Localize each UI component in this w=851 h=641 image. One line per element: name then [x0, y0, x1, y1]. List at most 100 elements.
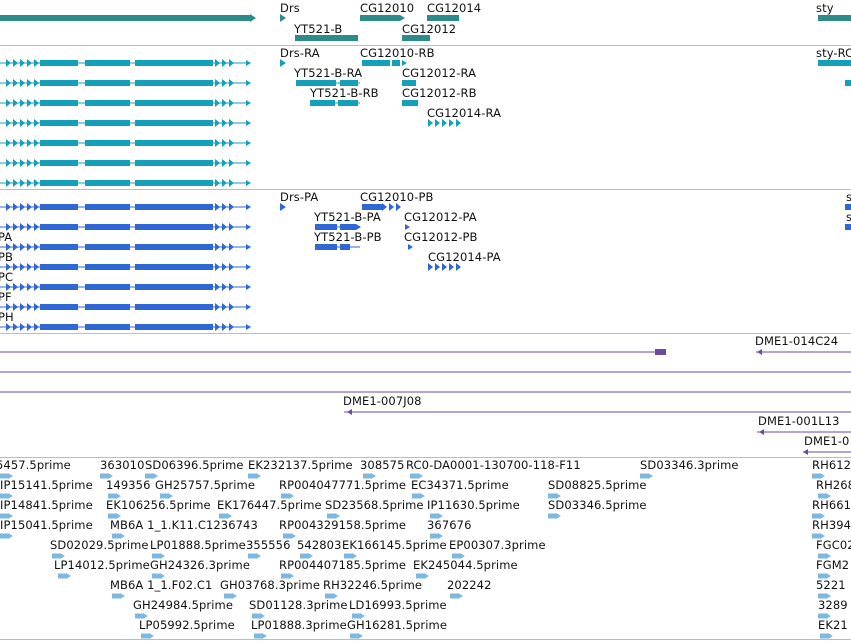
strand-chevron[interactable]: [396, 203, 401, 211]
est-glyph[interactable]: [0, 493, 8, 499]
strand-chevron[interactable]: [20, 223, 25, 231]
est-label[interactable]: SD03346.5prime: [548, 498, 647, 512]
exon-block[interactable]: [135, 180, 213, 186]
strand-arrow[interactable]: [246, 324, 251, 330]
strand-arrow[interactable]: [246, 264, 251, 270]
strand-chevron[interactable]: [20, 179, 25, 187]
est-glyph[interactable]: [120, 593, 125, 599]
strand-chevron[interactable]: [6, 59, 11, 67]
est-glyph[interactable]: [100, 473, 108, 479]
clone-glyph[interactable]: [757, 349, 762, 355]
est-glyph[interactable]: [358, 633, 363, 639]
est-label[interactable]: MB6A 1_1.F02.C1: [110, 578, 213, 592]
est-label[interactable]: FGM2: [816, 558, 850, 572]
est-glyph[interactable]: [818, 593, 826, 599]
strand-chevron[interactable]: [27, 159, 32, 167]
strand-chevron[interactable]: [20, 303, 25, 311]
est-glyph[interactable]: [820, 513, 825, 519]
est-glyph[interactable]: [141, 633, 149, 639]
exon-block[interactable]: [40, 180, 78, 186]
strand-chevron[interactable]: [13, 159, 18, 167]
exon-block[interactable]: [85, 100, 130, 106]
protein-glyph[interactable]: [315, 244, 337, 250]
exon-block[interactable]: [40, 264, 78, 270]
strand-chevron[interactable]: [215, 159, 220, 167]
transcript-glyph[interactable]: [340, 80, 358, 86]
strand-chevron[interactable]: [229, 223, 234, 231]
exon-block[interactable]: [40, 140, 78, 146]
strand-chevron[interactable]: [222, 179, 227, 187]
est-glyph[interactable]: [548, 513, 556, 519]
est-label[interactable]: GH24984.5prime: [133, 598, 234, 612]
protein-label[interactable]: Drs-PA: [280, 190, 319, 204]
est-glyph[interactable]: [327, 513, 335, 519]
strand-chevron[interactable]: [229, 303, 234, 311]
strand-chevron[interactable]: [456, 263, 461, 271]
exon-block[interactable]: [135, 224, 213, 230]
est-glyph[interactable]: [60, 553, 65, 559]
est-label[interactable]: RH612: [812, 458, 851, 472]
strand-chevron[interactable]: [20, 283, 25, 291]
gene-label-cg12014[interactable]: CG12014: [427, 1, 482, 15]
strand-chevron[interactable]: [215, 79, 220, 87]
clone-label[interactable]: DME1-007J08: [343, 394, 422, 408]
exon-block[interactable]: [40, 324, 78, 330]
strand-chevron[interactable]: [428, 263, 433, 271]
exon-block[interactable]: [85, 324, 130, 330]
est-label[interactable]: LP05992.5prime: [139, 618, 235, 632]
transcript-label[interactable]: sty-RC: [816, 46, 851, 60]
protein-label[interactable]: PA: [0, 230, 13, 244]
protein-label[interactable]: CG12012-PA: [404, 210, 477, 224]
est-label[interactable]: 5457.5prime: [0, 458, 71, 472]
strand-arrow[interactable]: [246, 80, 251, 86]
exon-block[interactable]: [135, 60, 213, 66]
est-label[interactable]: GH24326.3prime: [150, 558, 251, 572]
est-glyph[interactable]: [152, 553, 160, 559]
protein-glyph[interactable]: [340, 224, 356, 230]
transcript-glyph[interactable]: [818, 60, 851, 66]
est-glyph[interactable]: [412, 493, 420, 499]
strand-chevron[interactable]: [34, 263, 39, 271]
strand-chevron[interactable]: [428, 119, 433, 127]
exon-block[interactable]: [40, 304, 78, 310]
est-glyph[interactable]: [143, 613, 148, 619]
strand-chevron[interactable]: [6, 79, 11, 87]
exon-block[interactable]: [135, 80, 213, 86]
est-glyph[interactable]: [112, 533, 120, 539]
est-glyph[interactable]: [116, 493, 121, 499]
strand-arrow[interactable]: [246, 60, 251, 66]
est-label[interactable]: EK232137.5prime: [248, 458, 353, 472]
strand-chevron[interactable]: [13, 203, 18, 211]
est-glyph[interactable]: [648, 473, 653, 479]
est-label[interactable]: SD03346.3prime: [640, 458, 739, 472]
est-label[interactable]: RC0-DA0001-130700-118-F11: [406, 458, 581, 472]
est-glyph[interactable]: [333, 593, 338, 599]
est-glyph[interactable]: [289, 493, 294, 499]
strand-chevron[interactable]: [20, 159, 25, 167]
strand-chevron[interactable]: [222, 283, 227, 291]
est-label[interactable]: RP004047771.5prime: [279, 478, 407, 492]
est-glyph[interactable]: [826, 493, 831, 499]
exon-block[interactable]: [135, 100, 213, 106]
strand-chevron[interactable]: [229, 323, 234, 331]
est-glyph[interactable]: [135, 613, 143, 619]
est-label[interactable]: GH16281.5prime: [347, 618, 448, 632]
exon-block[interactable]: [40, 204, 78, 210]
strand-arrow[interactable]: [356, 224, 361, 230]
strand-chevron[interactable]: [229, 99, 234, 107]
exon-block[interactable]: [85, 60, 130, 66]
protein-glyph[interactable]: [405, 224, 410, 230]
est-glyph[interactable]: [8, 493, 13, 499]
exon-block[interactable]: [85, 304, 130, 310]
est-glyph[interactable]: [160, 553, 165, 559]
strand-chevron[interactable]: [449, 119, 454, 127]
exon-block[interactable]: [40, 100, 78, 106]
protein-label[interactable]: YT521-B-PB: [314, 230, 382, 244]
est-glyph[interactable]: [219, 513, 227, 519]
est-glyph[interactable]: [152, 573, 160, 579]
clone-label[interactable]: DME1-014C24: [755, 334, 839, 348]
est-glyph[interactable]: [108, 473, 113, 479]
est-glyph[interactable]: [291, 533, 296, 539]
est-glyph[interactable]: [160, 493, 168, 499]
strand-chevron[interactable]: [13, 59, 18, 67]
